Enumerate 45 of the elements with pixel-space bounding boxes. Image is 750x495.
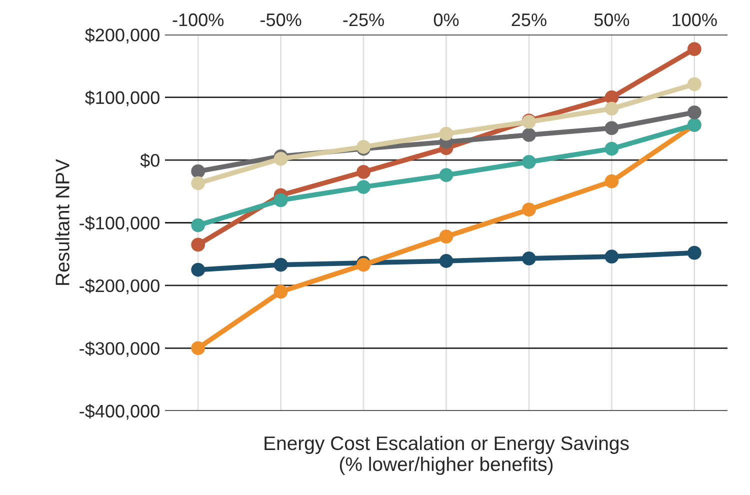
point: [356, 165, 370, 179]
point: [274, 258, 288, 272]
point: [522, 202, 536, 217]
point: [439, 168, 454, 182]
x-tick-label: -50%: [260, 13, 302, 26]
point: [191, 238, 206, 252]
point: [439, 230, 454, 244]
point: [191, 341, 206, 356]
y-tick-label: $200,000: [85, 28, 160, 44]
y-tick-label: -$100,000: [80, 216, 160, 232]
point: [604, 121, 619, 136]
point: [522, 128, 536, 142]
y-tick-label: $100,000: [85, 90, 160, 106]
point: [439, 126, 454, 141]
point: [522, 252, 536, 266]
point: [356, 180, 370, 194]
point: [604, 102, 619, 116]
point: [439, 254, 454, 268]
x-tick-label: 0%: [434, 13, 459, 26]
x-tick-label: 50%: [594, 13, 630, 26]
y-tick-label: -$400,000: [80, 404, 160, 420]
point: [274, 152, 288, 166]
x-tick-label: -100%: [172, 13, 224, 26]
point: [274, 193, 288, 208]
y-axis-title: Resultant NPV: [55, 159, 70, 285]
point: [687, 246, 702, 260]
point: [191, 164, 206, 178]
point: [191, 176, 206, 190]
point: [191, 218, 206, 232]
y-tick-label: -$200,000: [80, 278, 160, 294]
point: [604, 142, 619, 156]
y-tick-label: $0: [140, 153, 160, 168]
point: [522, 154, 536, 169]
point: [191, 262, 206, 277]
x-axis-title: Energy Cost Escalation or Energy Savings (% lower/higher benefits): [264, 436, 629, 475]
x-tick-label: 25%: [512, 13, 546, 26]
x-tick-label: -25%: [343, 13, 384, 26]
point: [687, 105, 702, 120]
point: [687, 77, 702, 92]
x-tick-label: 100%: [672, 13, 717, 26]
point: [604, 250, 619, 264]
y-tick-label: -$300,000: [80, 341, 160, 358]
point: [274, 284, 288, 299]
point: [604, 174, 619, 188]
point: [687, 42, 702, 56]
